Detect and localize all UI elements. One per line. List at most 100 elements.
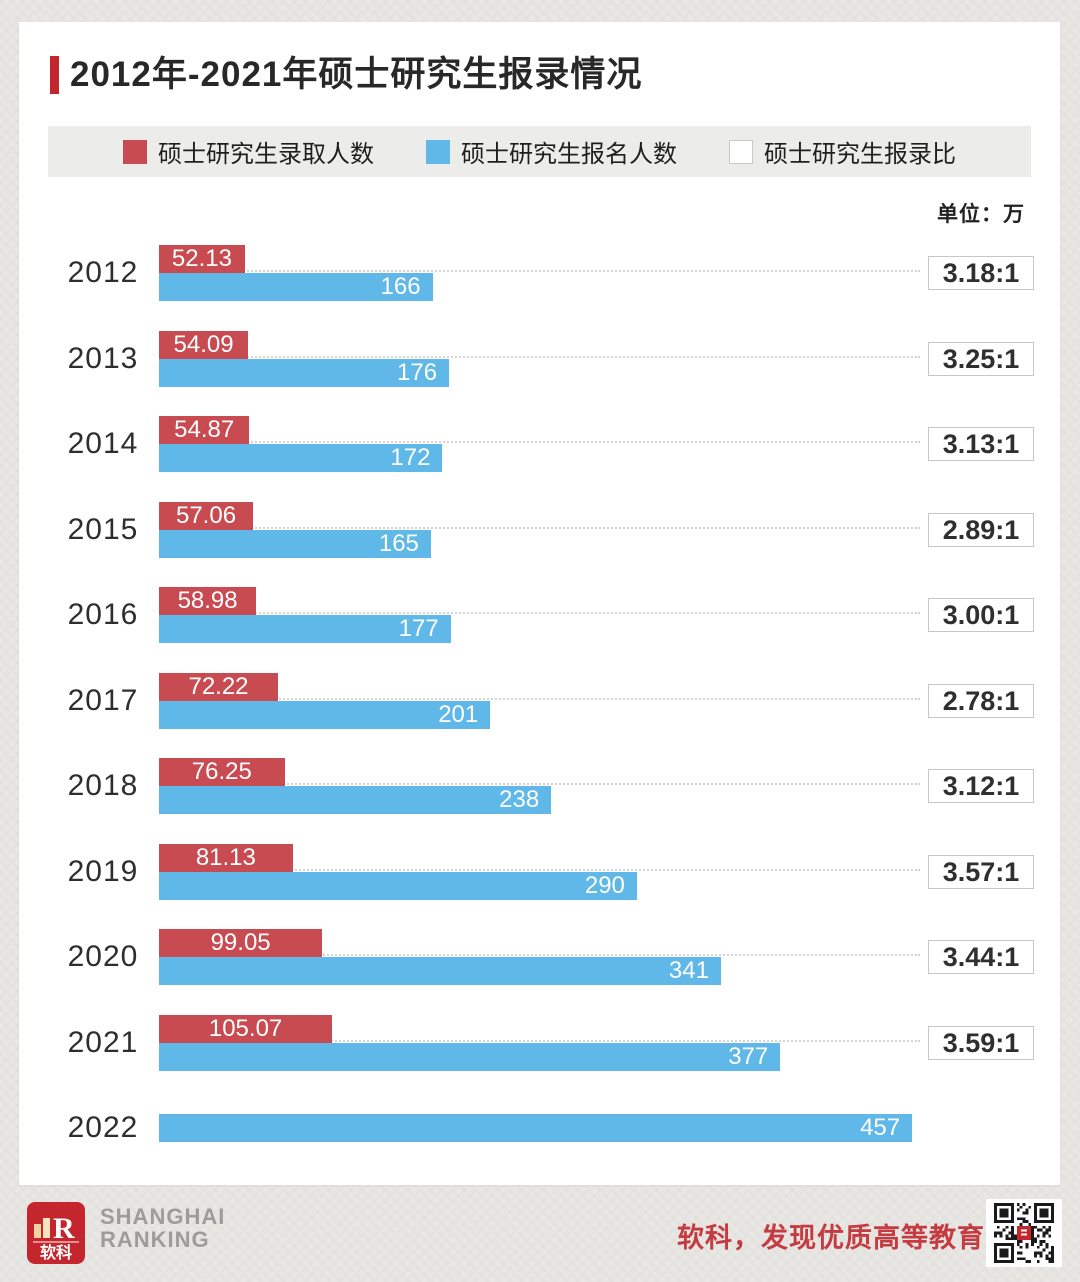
chart-row: 2016 58.98 177 3.00:1 [19,572,1060,658]
applicants-bar: 377 [159,1042,781,1071]
chart-row: 2021 105.07 377 3.59:1 [19,1000,1060,1086]
applicants-bar: 176 [159,358,450,387]
footer-slogan: 软科，发现优质高等教育 [677,1223,985,1253]
legend-label: 硕士研究生录取人数 [158,141,374,168]
chart-row: 2019 81.13 290 3.57:1 [19,829,1060,915]
year-label: 2014 [67,427,139,460]
chart-row: 2012 52.13 166 3.18:1 [19,230,1060,316]
admitted-bar: 52.13 [159,245,245,273]
admitted-bar: 99.05 [159,929,323,957]
year-label: 2012 [67,256,139,289]
admitted-value: 105.07 [208,1014,283,1042]
applicants-value: 165 [378,529,419,557]
title-accent-bar-icon [50,56,59,94]
year-label: 2020 [67,940,139,973]
admitted-bar: 105.07 [159,1014,333,1043]
applicants-value: 341 [668,957,709,984]
admitted-bar: 58.98 [159,587,257,615]
applicants-bar: 177 [159,615,451,643]
leader-dotted-line [160,441,920,443]
leader-dotted-line [160,355,920,358]
logo-en-text: SHANGHAI RANKING [100,1205,225,1251]
admitted-value: 54.09 [173,330,234,358]
logo-cn-text: 软科 [40,1243,72,1262]
applicants-bar: 172 [159,444,443,472]
leader-dotted-line [160,270,920,272]
leader-dotted-line [160,868,920,871]
page-title-row: 2012年-2021年硕士研究生报录情况 [50,55,642,95]
applicants-bar: 457 [159,1114,913,1142]
legend-label: 硕士研究生报名人数 [461,141,677,168]
admitted-value: 76.25 [191,758,252,785]
chart-row: 2020 99.05 341 3.44:1 [19,914,1060,1000]
admitted-value: 72.22 [188,672,249,700]
applicants-bar: 201 [159,700,491,729]
ratio-box: 3.18:1 [928,256,1034,290]
leader-dotted-line [160,612,920,614]
applicants-bar: 341 [159,957,721,985]
blue-square-icon [426,139,450,164]
red-square-icon [123,139,147,164]
legend-item-applicants: 硕士研究生报名人数 [426,134,677,169]
admitted-bar: 76.25 [159,758,285,786]
chart-row: 2018 76.25 238 3.12:1 [19,743,1060,829]
applicants-value: 172 [390,444,431,471]
admitted-value: 58.98 [177,587,238,614]
shanghairanking-logo: R 软科 [27,1202,85,1264]
year-label: 2015 [67,512,139,546]
chart-row: 2014 54.87 172 3.13:1 [19,401,1060,487]
ratio-box: 3.57:1 [928,854,1034,889]
year-label: 2018 [67,769,139,802]
applicants-value: 201 [438,700,479,728]
logo-glyph-icon: R 软科 [33,1212,79,1262]
outline-square-icon [729,139,753,164]
leader-dotted-line [160,697,920,700]
ratio-box: 2.78:1 [928,683,1034,718]
applicants-bar: 165 [159,529,431,558]
admitted-value: 99.05 [210,929,271,956]
leader-dotted-line [160,526,920,529]
leader-dotted-line [160,1039,920,1042]
applicants-bar: 166 [159,273,433,301]
year-label: 2016 [67,598,139,631]
applicants-value: 176 [397,358,438,386]
applicants-bar: 290 [159,871,637,900]
logo-en-line1: SHANGHAI [100,1204,226,1229]
admitted-bar: 72.22 [159,672,279,701]
applicants-value: 290 [584,871,625,899]
legend-item-ratio: 硕士研究生报录比 [729,134,956,169]
ratio-box: 3.00:1 [928,598,1034,632]
year-label: 2022 [67,1111,139,1144]
applicants-value: 166 [380,273,421,300]
qr-code-svg [994,1203,1054,1263]
admitted-value: 54.87 [174,416,235,443]
legend-item-admitted: 硕士研究生录取人数 [123,134,374,169]
ratio-box: 3.59:1 [928,1025,1034,1060]
chart-row: 2013 54.09 176 3.25:1 [19,316,1060,402]
chart-legend: 硕士研究生录取人数 硕士研究生报名人数 硕士研究生报录比 [48,126,1031,177]
ratio-box: 3.13:1 [928,427,1034,461]
applicants-value: 238 [499,786,540,813]
ratio-box: 2.89:1 [928,512,1034,547]
admitted-value: 52.13 [171,245,232,272]
chart-row: 2015 57.06 165 2.89:1 [19,487,1060,573]
applicants-value: 457 [860,1114,901,1141]
applicants-value: 377 [728,1042,769,1070]
admitted-bar: 54.09 [159,330,249,359]
ratio-box: 3.25:1 [928,341,1034,376]
chart-row: 2022 457 [19,1085,1060,1171]
year-label: 2013 [67,341,139,375]
year-label: 2017 [67,683,139,717]
ratio-box: 3.12:1 [928,769,1034,803]
admitted-bar: 54.87 [159,416,250,444]
unit-label: 单位：万 [937,203,1025,226]
admitted-value: 81.13 [195,843,256,871]
year-label: 2021 [67,1025,139,1059]
footer: R 软科 SHANGHAI RANKING 软科，发现优质高等教育 [0,1185,1080,1282]
applicants-value: 177 [398,615,439,642]
legend-label: 硕士研究生报录比 [764,141,956,168]
admitted-value: 57.06 [175,501,237,529]
chart-rows: 2012 52.13 166 3.18:1 2013 54.09 176 3.25:1 2014… [19,230,1060,1171]
year-label: 2019 [67,854,139,888]
chart-card: 2012年-2021年硕士研究生报录情况 硕士研究生录取人数 硕士研究生报名人数… [19,22,1060,1185]
